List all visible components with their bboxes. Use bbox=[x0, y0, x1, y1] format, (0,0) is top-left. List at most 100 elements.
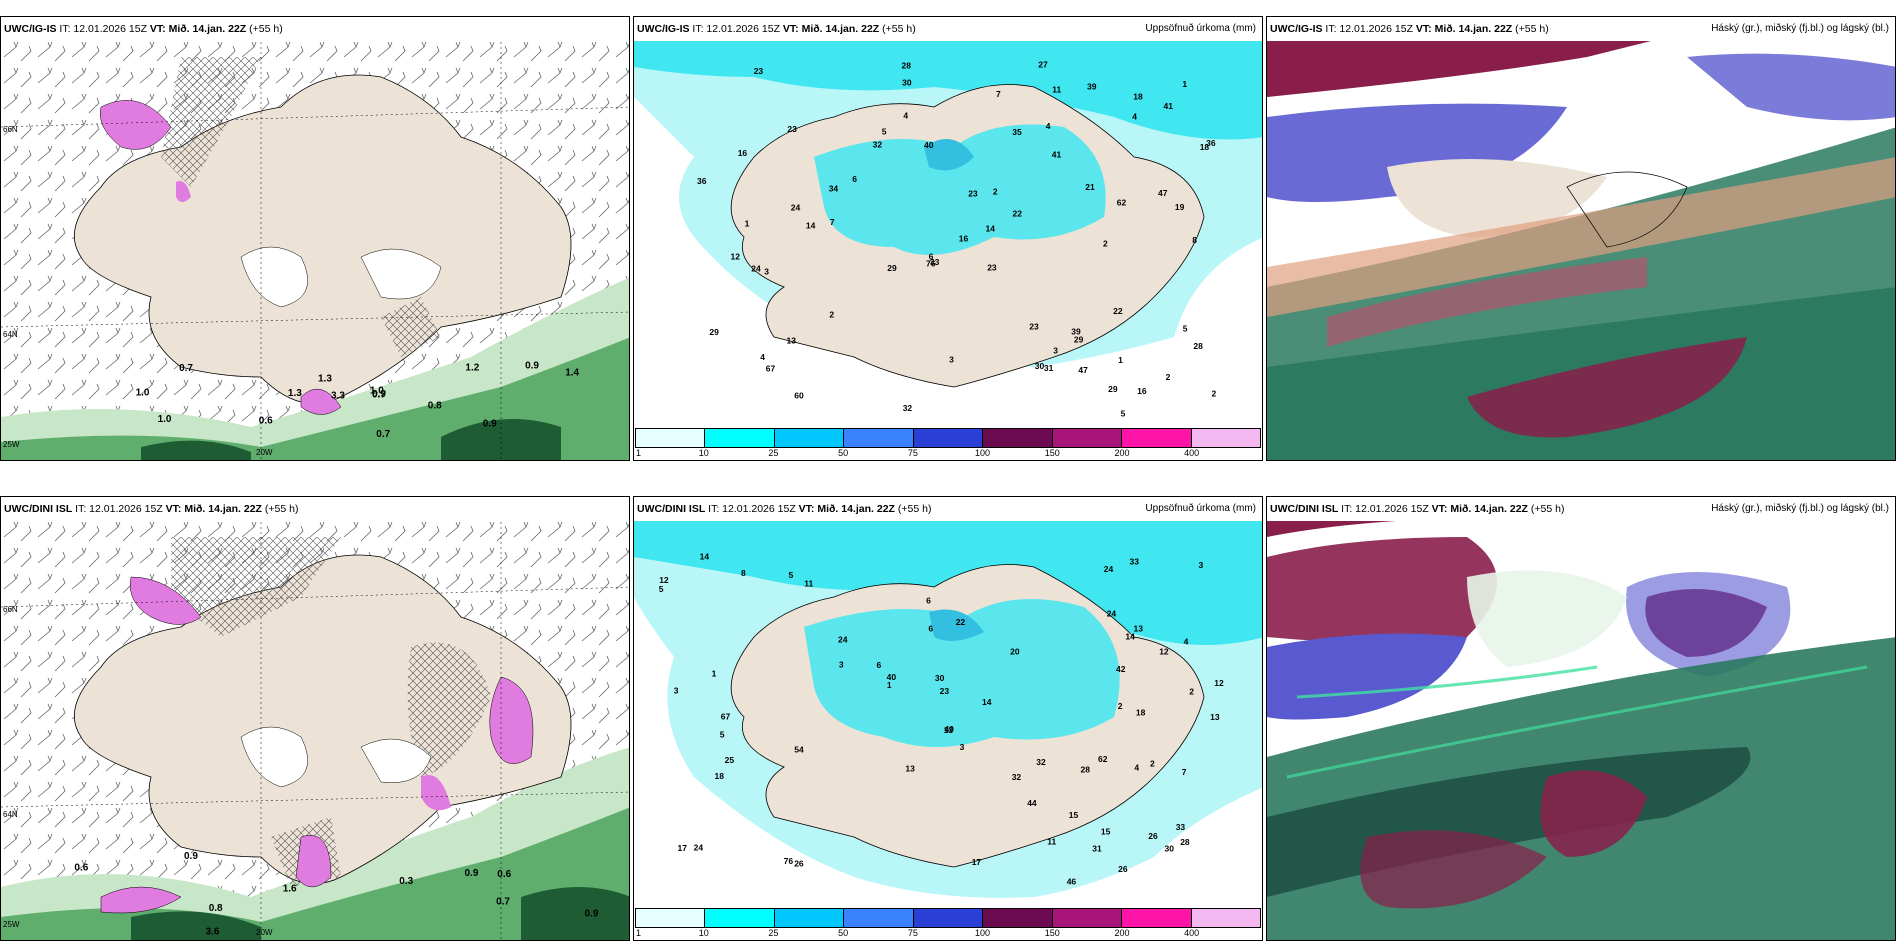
grid-value: 44 bbox=[1027, 798, 1037, 808]
snow-area bbox=[129, 576, 202, 625]
grid-value: 24 bbox=[694, 843, 704, 853]
grid-value: 0.7 bbox=[496, 896, 510, 907]
grid-value: 0.7 bbox=[372, 390, 386, 401]
clouds-map bbox=[1267, 517, 1895, 940]
grid-value: 4 bbox=[1046, 121, 1051, 131]
precip-map: 3 18 26 24 32 30 12 12 14 24 20 26 67 62 54 76 42 33 13 17 1… bbox=[634, 517, 1262, 940]
grid-value: 29 bbox=[709, 327, 719, 337]
grid-value: 39 bbox=[1071, 326, 1081, 336]
grid-value: 2 bbox=[1150, 758, 1155, 768]
legend-swatch bbox=[1052, 429, 1123, 447]
wind-map: 66N 64N 25W 20W 0.8 0.3 1.6 3.6 0.6 0.7 0.6 0.9… bbox=[1, 517, 629, 940]
legend-swatch bbox=[636, 909, 706, 927]
grid-value: 16 bbox=[1137, 386, 1147, 396]
grid-value: 15 bbox=[1101, 827, 1111, 837]
grid-value: 28 bbox=[1081, 764, 1091, 774]
precip-map: 23 30 34 32 16 23 23 18 23 41 24 28 18 21 31 29 62 60 39 47… bbox=[634, 37, 1262, 460]
grid-value: 40 bbox=[944, 724, 954, 734]
grid-value: 1.3 bbox=[318, 373, 332, 384]
grid-value: 8 bbox=[741, 568, 746, 578]
grid-value: 1.6 bbox=[283, 883, 297, 894]
grid-value: 24 bbox=[838, 634, 848, 644]
grid-value: 22 bbox=[956, 617, 966, 627]
grid-value: 26 bbox=[1148, 831, 1158, 841]
snow-area bbox=[99, 100, 172, 150]
grid-value: 3 bbox=[960, 742, 965, 752]
grid-value: 23 bbox=[754, 66, 764, 76]
grid-value: 3.3 bbox=[331, 390, 345, 401]
panel-precip-top: UWC/IG-IS IT: 12.01.2026 15Z VT: Mið. 14… bbox=[633, 16, 1263, 461]
legend-swatch bbox=[1191, 909, 1260, 927]
legend-swatch bbox=[844, 909, 914, 927]
grid-value: 1.0 bbox=[370, 386, 384, 397]
grid-value: 3 bbox=[839, 659, 844, 669]
grid-value: 34 bbox=[829, 184, 839, 194]
panel-clouds-top: UWC/IG-IS IT: 12.01.2026 15Z VT: Mið. 14… bbox=[1266, 16, 1896, 461]
panel-clouds-bottom: UWC/DINI ISL IT: 12.01.2026 15Z VT: Mið.… bbox=[1266, 496, 1896, 941]
grid-value: 11 bbox=[804, 579, 813, 589]
grid-value: 36 bbox=[697, 176, 707, 186]
legend-swatch bbox=[913, 909, 984, 927]
grid-value: 1 bbox=[712, 669, 717, 679]
wind-map: 66N 64N 25W 20W 0.9 1.0 0.9 0.9 1.4 3.3 0.7 0.8… bbox=[1, 37, 629, 460]
lon-label-20: 20W bbox=[256, 448, 273, 457]
grid-value: 0.9 bbox=[525, 360, 539, 371]
grid-value: 5 bbox=[1121, 408, 1126, 418]
grid-value: 5 bbox=[720, 730, 725, 740]
grid-value: 18 bbox=[1200, 142, 1210, 152]
grid-value: 47 bbox=[1078, 365, 1088, 375]
grid-value: 0.6 bbox=[497, 869, 511, 880]
grid-value: 6 bbox=[926, 596, 931, 606]
grid-value: 28 bbox=[1193, 341, 1203, 351]
grid-value: 13 bbox=[1134, 624, 1144, 634]
grid-value: 24 bbox=[751, 264, 761, 274]
grid-value: 0.9 bbox=[483, 419, 497, 430]
grid-value: 40 bbox=[924, 140, 934, 150]
legend-swatch bbox=[705, 429, 775, 447]
grid-value: 33 bbox=[1176, 822, 1186, 832]
grid-value: 17 bbox=[678, 843, 688, 853]
grid-value: 28 bbox=[1180, 837, 1190, 847]
lon-label-25: 25W bbox=[3, 920, 20, 929]
grid-value: 1.3 bbox=[288, 388, 302, 399]
grid-value: 5 bbox=[1183, 323, 1188, 333]
grid-value: 2 bbox=[1103, 238, 1108, 248]
panel-header: UWC/IG-IS IT: 12.01.2026 15Z VT: Mið. 14… bbox=[1, 17, 629, 41]
grid-value: 67 bbox=[766, 364, 776, 374]
panel-header: UWC/IG-IS IT: 12.01.2026 15Z VT: Mið. 14… bbox=[1267, 17, 1895, 41]
legend-swatch bbox=[983, 909, 1053, 927]
grid-value: 20 bbox=[1010, 647, 1020, 657]
grid-value: 26 bbox=[1118, 864, 1128, 874]
grid-value: 24 bbox=[1107, 608, 1117, 618]
lat-label-64: 64N bbox=[3, 330, 18, 339]
grid-value: 1.0 bbox=[158, 414, 172, 425]
grid-value: 22 bbox=[1113, 306, 1123, 316]
grid-value: 0.9 bbox=[184, 851, 198, 862]
grid-value: 22 bbox=[1013, 209, 1023, 219]
grid-value: 0.9 bbox=[372, 389, 386, 400]
precip-legend bbox=[635, 908, 1261, 928]
grid-value: 0.9 bbox=[585, 908, 599, 919]
grid-value: 3 bbox=[949, 355, 954, 365]
grid-value: 62 bbox=[1117, 197, 1127, 207]
legend-swatch bbox=[774, 429, 845, 447]
lat-label-66: 66N bbox=[3, 605, 18, 614]
grid-value: 12 bbox=[1159, 647, 1169, 657]
grid-value: 16 bbox=[738, 148, 748, 158]
grid-value: 42 bbox=[1116, 664, 1126, 674]
clouds-map bbox=[1267, 37, 1895, 460]
clouds-title: Háský (gr.), miðský (fj.bl.) og lágský (… bbox=[1711, 23, 1889, 34]
grid-value: 7 bbox=[830, 217, 835, 227]
grid-value: 4 bbox=[1132, 112, 1137, 122]
legend-swatch bbox=[913, 429, 984, 447]
grid-value: 13 bbox=[905, 764, 915, 774]
grid-value: 30 bbox=[902, 77, 912, 87]
grid-value: 2 bbox=[829, 310, 834, 320]
grid-value: 4 bbox=[1134, 763, 1139, 773]
grid-value: 12 bbox=[1214, 678, 1224, 688]
grid-value: 8 bbox=[1192, 235, 1197, 245]
panel-header: UWC/DINI ISL IT: 12.01.2026 15Z VT: Mið.… bbox=[634, 497, 1262, 521]
precip-values: 3182624323012121424202667625476423313171… bbox=[659, 551, 1224, 886]
grid-value: 60 bbox=[794, 390, 804, 400]
grid-value: 5 bbox=[882, 127, 887, 137]
